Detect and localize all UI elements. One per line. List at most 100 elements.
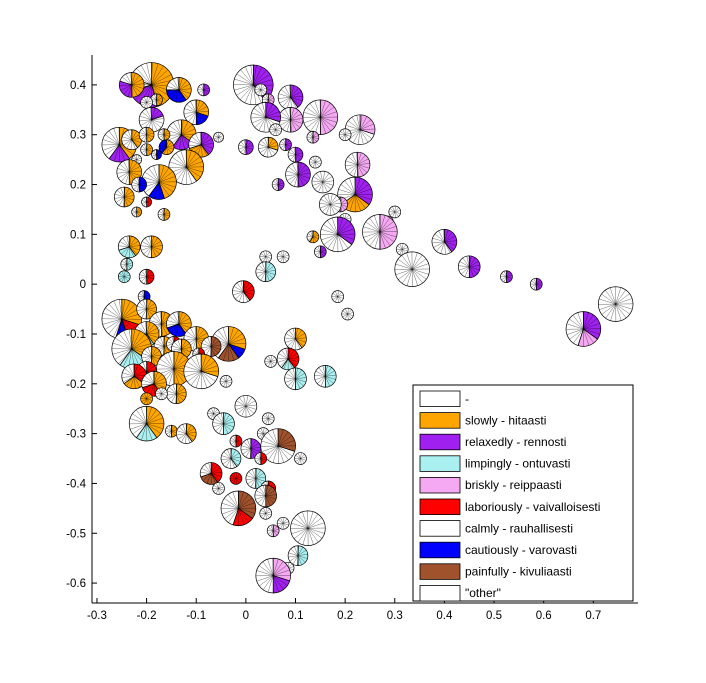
pie-spoke: [127, 159, 130, 173]
pie-spoke: [353, 129, 361, 144]
pie-spoke: [275, 123, 277, 130]
pie-spoke: [186, 156, 201, 168]
pie-spoke: [265, 494, 277, 497]
pie-slice: [444, 229, 458, 253]
pie-spoke: [245, 147, 248, 155]
pie-spoke: [121, 299, 126, 320]
pie-spoke: [114, 193, 125, 198]
pie-slice: [138, 268, 147, 285]
pie-point: [131, 176, 147, 193]
pie-spoke: [146, 145, 151, 150]
pie-spoke: [238, 508, 253, 519]
pie-spoke: [260, 85, 265, 91]
pie-spoke: [141, 271, 147, 277]
pie-spoke: [175, 153, 187, 168]
pie-spoke: [228, 329, 239, 345]
pie-spoke: [156, 99, 163, 102]
pie-spoke: [312, 236, 314, 243]
pie-spoke: [314, 376, 326, 381]
pie-spoke: [131, 348, 140, 368]
legend-item: briskly - reippaasti: [419, 476, 562, 494]
pie-spoke: [174, 134, 182, 149]
pie-spoke: [163, 208, 166, 215]
pie-spoke: [444, 232, 453, 242]
pie-spoke: [143, 201, 147, 207]
pie-spoke: [128, 329, 132, 349]
pie-spoke: [307, 236, 313, 241]
pie-spoke: [139, 119, 152, 122]
pie-spoke: [234, 84, 254, 91]
pie-spoke: [245, 478, 256, 481]
pie-spoke: [211, 473, 222, 477]
pie-spoke: [317, 246, 321, 252]
pie-spoke: [196, 327, 201, 340]
pie-spoke: [193, 350, 199, 355]
pie-spoke: [119, 273, 125, 277]
pie-spoke: [123, 196, 125, 207]
pie-point: [344, 151, 371, 178]
pie-spoke: [272, 429, 279, 447]
pie-spoke: [146, 96, 148, 103]
pie-spoke: [288, 330, 296, 340]
pie-spoke: [315, 157, 320, 163]
pie-spoke: [138, 296, 145, 300]
pie-spoke: [180, 150, 187, 168]
pie-spoke: [295, 455, 301, 459]
pie-spoke: [166, 145, 174, 148]
pie-spoke: [268, 414, 273, 419]
pie-spoke: [278, 519, 284, 524]
pie-spoke: [506, 276, 513, 279]
pie-spoke: [232, 291, 244, 296]
pie-spoke: [158, 393, 162, 400]
pie-spoke: [151, 96, 157, 101]
pie-spoke: [395, 269, 413, 276]
pie-spoke: [171, 430, 176, 436]
pie-point: [168, 149, 205, 185]
pie-spoke: [144, 393, 147, 399]
pie-spoke: [615, 303, 627, 319]
y-tick-label: -0.4: [66, 478, 86, 490]
pie-spoke: [357, 129, 361, 145]
pie-spoke: [270, 361, 272, 368]
pie-spoke: [282, 119, 291, 130]
pie-spoke: [128, 365, 135, 377]
pie-spoke: [230, 458, 239, 466]
pie-spoke: [297, 162, 302, 175]
pie-spoke: [129, 246, 140, 251]
pie-spoke: [265, 490, 276, 497]
pie-spoke: [268, 138, 274, 148]
pie-spoke: [151, 236, 154, 247]
pie-spoke: [278, 97, 291, 99]
pie-slice: [276, 347, 289, 369]
pie-spoke: [462, 257, 470, 267]
pie-spoke: [303, 117, 321, 124]
pie-spoke: [161, 389, 166, 394]
pie-spoke: [146, 134, 154, 138]
pie-spoke: [151, 113, 163, 120]
pie-spoke: [354, 183, 370, 195]
pie-point: [284, 367, 307, 391]
pie-spoke: [201, 144, 203, 158]
pie-spoke: [146, 417, 164, 424]
pie-spoke: [241, 445, 251, 449]
pie-spoke: [168, 386, 177, 394]
pie-spoke: [253, 84, 257, 105]
pie-spoke: [459, 261, 470, 267]
pie-spoke: [443, 229, 445, 242]
pie-spoke: [201, 371, 216, 382]
pie-spoke: [402, 243, 404, 250]
pie-spoke: [268, 530, 274, 535]
pie-spoke: [199, 132, 202, 145]
pie-spoke: [320, 376, 326, 387]
pie-spoke: [154, 382, 167, 384]
pie-spoke: [569, 318, 584, 330]
pie-spoke: [146, 362, 152, 372]
pie-spoke: [178, 426, 187, 434]
pie-spoke: [153, 383, 166, 388]
pie-spoke: [290, 119, 297, 131]
pie-spoke: [369, 217, 381, 232]
pie-spoke: [315, 160, 322, 163]
pie-spoke: [245, 147, 252, 153]
pie-spoke: [243, 291, 249, 302]
pie-spoke: [346, 164, 358, 171]
